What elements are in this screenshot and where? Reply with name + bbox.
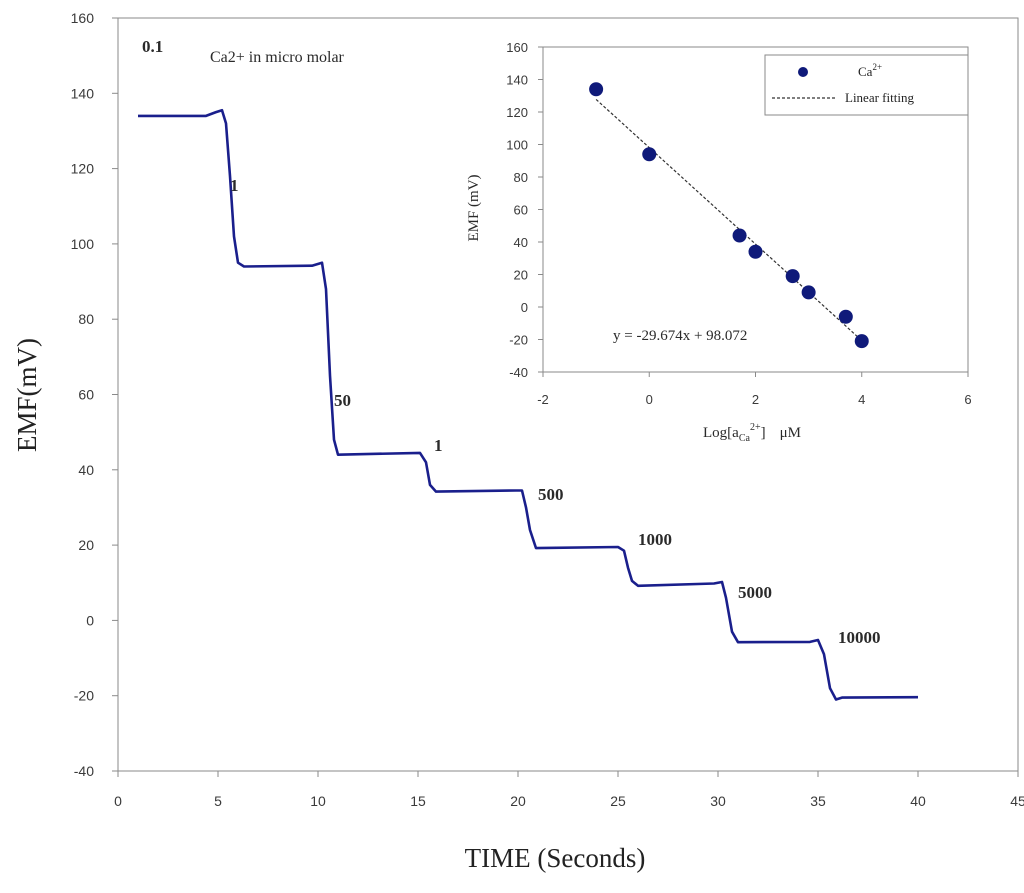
ca-note-label: Ca2+ in micro molar xyxy=(210,49,345,66)
step-label: 500 xyxy=(538,485,564,504)
ca-data-point xyxy=(642,147,657,162)
inset-y-tick-label: 20 xyxy=(514,268,528,283)
main-x-tick-label: 0 xyxy=(114,793,122,809)
inset-legend: Ca2+ Linear fitting xyxy=(764,54,969,116)
step-label: 1000 xyxy=(638,530,672,549)
inset-y-tick-label: 80 xyxy=(514,170,528,185)
inset-x-tick-label: 6 xyxy=(964,392,971,407)
main-y-tick-label: 120 xyxy=(71,161,95,177)
main-x-axis-title: TIME (Seconds) xyxy=(465,843,646,873)
step-label: 5000 xyxy=(738,583,772,602)
main-x-tick-label: 15 xyxy=(410,793,426,809)
main-y-tick-label: -20 xyxy=(74,688,94,704)
ca-data-point xyxy=(785,269,800,284)
main-y-tick-label: 20 xyxy=(78,537,94,553)
step-label: 1 xyxy=(434,436,443,455)
inset-x-tick-label: 0 xyxy=(646,392,653,407)
main-x-tick-label: 45 xyxy=(1010,793,1024,809)
ca-data-point xyxy=(838,309,853,324)
main-y-tick-label: 60 xyxy=(78,387,94,403)
inset-y-tick-label: 0 xyxy=(521,300,528,315)
main-y-axis-title: EMF(mV) xyxy=(12,338,42,452)
emf-series-line xyxy=(138,108,919,701)
ca-data-point xyxy=(801,285,816,300)
step-label: 0.1 xyxy=(142,37,163,56)
main-y-tick-label: -40 xyxy=(74,763,94,779)
inset-x-axis-title: Log[aCa2+] μM xyxy=(703,422,801,444)
inset-y-tick-label: 60 xyxy=(514,203,528,218)
legend-label-fit: Linear fitting xyxy=(845,90,914,105)
inset-y-tick-label: -20 xyxy=(509,333,528,348)
main-x-tick-label: 35 xyxy=(810,793,826,809)
main-x-tick-label: 10 xyxy=(310,793,326,809)
main-x-tick-label: 20 xyxy=(510,793,526,809)
inset-y-tick-label: 120 xyxy=(506,105,528,120)
inset-y-tick-label: 160 xyxy=(506,40,528,55)
inset-y-tick-label: -40 xyxy=(509,365,528,380)
inset-y-tick-label: 140 xyxy=(506,73,528,88)
inset-y-axis-title: EMF (mV) xyxy=(466,174,482,241)
inset-y-tick-label: 100 xyxy=(506,138,528,153)
legend-label-ca: Ca2+ xyxy=(858,62,882,79)
legend-box xyxy=(764,54,969,116)
main-x-tick-label: 40 xyxy=(910,793,926,809)
ca-data-point xyxy=(732,228,747,243)
inset-x-tick-label: 2 xyxy=(752,392,759,407)
main-y-tick-label: 80 xyxy=(78,311,94,327)
main-axis-ticks: 0 5 10 15 20 25 30 35 40 45160140120100806040200-… xyxy=(71,10,1024,809)
ca-data-point xyxy=(748,244,763,259)
main-x-tick-label: 5 xyxy=(214,793,222,809)
step-label: 1 xyxy=(230,176,239,195)
ca-data-point xyxy=(589,82,604,97)
step-label: 50 xyxy=(334,391,351,410)
inset-x-tick-label: 4 xyxy=(858,392,865,407)
inset-y-tick-label: 40 xyxy=(514,235,528,250)
main-y-tick-label: 160 xyxy=(71,10,95,26)
ca-data-point xyxy=(854,334,869,349)
main-x-tick-label: 30 xyxy=(710,793,726,809)
main-y-tick-label: 140 xyxy=(71,85,95,101)
main-series-group xyxy=(138,108,919,701)
main-y-tick-label: 40 xyxy=(78,462,94,478)
inset-x-tick-label: -2 xyxy=(537,392,549,407)
main-y-tick-label: 100 xyxy=(71,236,95,252)
main-y-tick-label: 0 xyxy=(86,612,94,628)
inset-series-group xyxy=(589,82,869,349)
step-label: 10000 xyxy=(838,628,881,647)
legend-marker-ca xyxy=(798,67,808,77)
fit-equation-label: y = -29.674x + 98.072 xyxy=(613,328,747,344)
main-x-tick-label: 25 xyxy=(610,793,626,809)
